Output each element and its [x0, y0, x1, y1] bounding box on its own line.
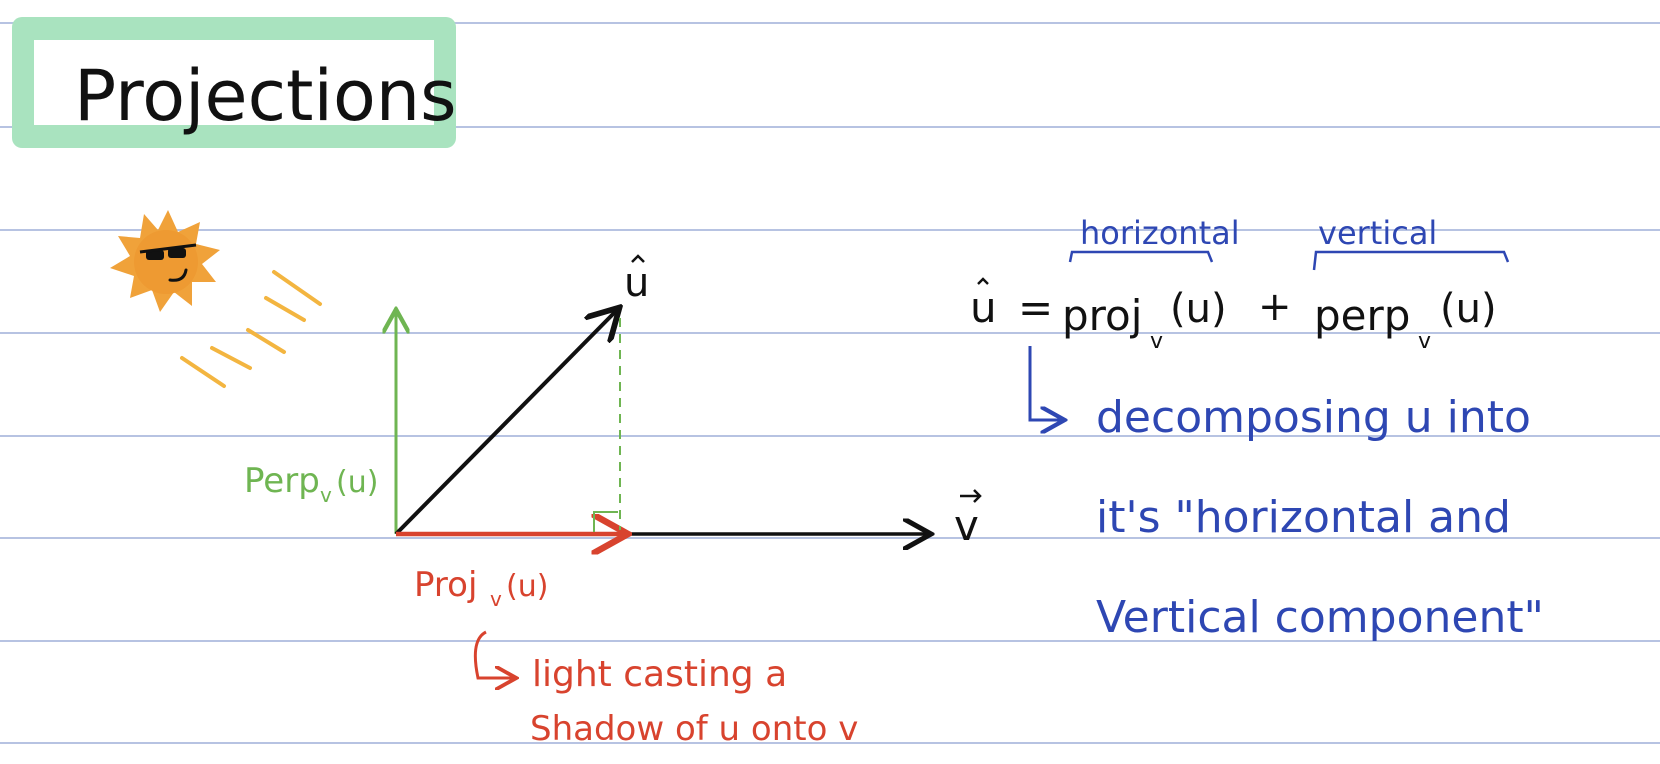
u-vector-label: u [624, 254, 649, 306]
eq-plus: + [1258, 284, 1292, 330]
eq-lhs: u [970, 283, 997, 332]
decomposing-note: decomposing u into it's "horizontal and … [1096, 392, 1544, 643]
note-line1: decomposing u into [1096, 392, 1531, 443]
brace-horizontal: horizontal [1068, 214, 1240, 263]
brace-vertical-label: vertical [1318, 214, 1437, 252]
u-vector-arrow [394, 310, 617, 536]
eq-proj-arg: (u) [1170, 286, 1227, 332]
perp-label: Perp v (u) [244, 461, 378, 507]
v-vector-label: v [954, 489, 982, 550]
proj-label: Proj v (u) [414, 565, 548, 611]
eq-perp-sub: v [1418, 329, 1431, 354]
brace-horizontal-label: horizontal [1080, 214, 1240, 252]
sun-with-sunglasses-icon [110, 210, 220, 312]
proj-label-arg: (u) [506, 569, 548, 604]
note-line2: it's "horizontal and [1096, 492, 1511, 543]
sun-rays [180, 270, 322, 388]
perp-label-arg: (u) [336, 465, 378, 500]
eq-equals: = [1018, 283, 1053, 332]
shadow-note-line2: Shadow of u onto v [530, 709, 858, 749]
eq-proj-sub: v [1150, 329, 1163, 354]
page-title: Projections [74, 55, 457, 137]
proj-label-sub: v [490, 587, 502, 611]
eq-perp: perp [1314, 291, 1410, 340]
shadow-note-arrow [473, 630, 514, 678]
right-angle-mark [593, 511, 618, 532]
note-line3: Vertical component" [1096, 592, 1544, 643]
decomposition-equation: u = proj v (u) + perp v (u) [970, 277, 1497, 354]
proj-label-text: Proj [414, 565, 477, 605]
eq-perp-arg: (u) [1440, 286, 1497, 332]
decomposing-note-arrow [1028, 346, 1062, 420]
perp-label-text: Perp [244, 461, 320, 501]
brace-vertical: vertical [1312, 214, 1510, 271]
perp-label-sub: v [320, 483, 332, 507]
shadow-note-line1: light casting a [532, 654, 787, 695]
title-box: Projections [12, 17, 457, 148]
v-label: v [954, 501, 979, 550]
u-label: u [624, 260, 649, 306]
eq-proj: proj [1062, 291, 1142, 340]
